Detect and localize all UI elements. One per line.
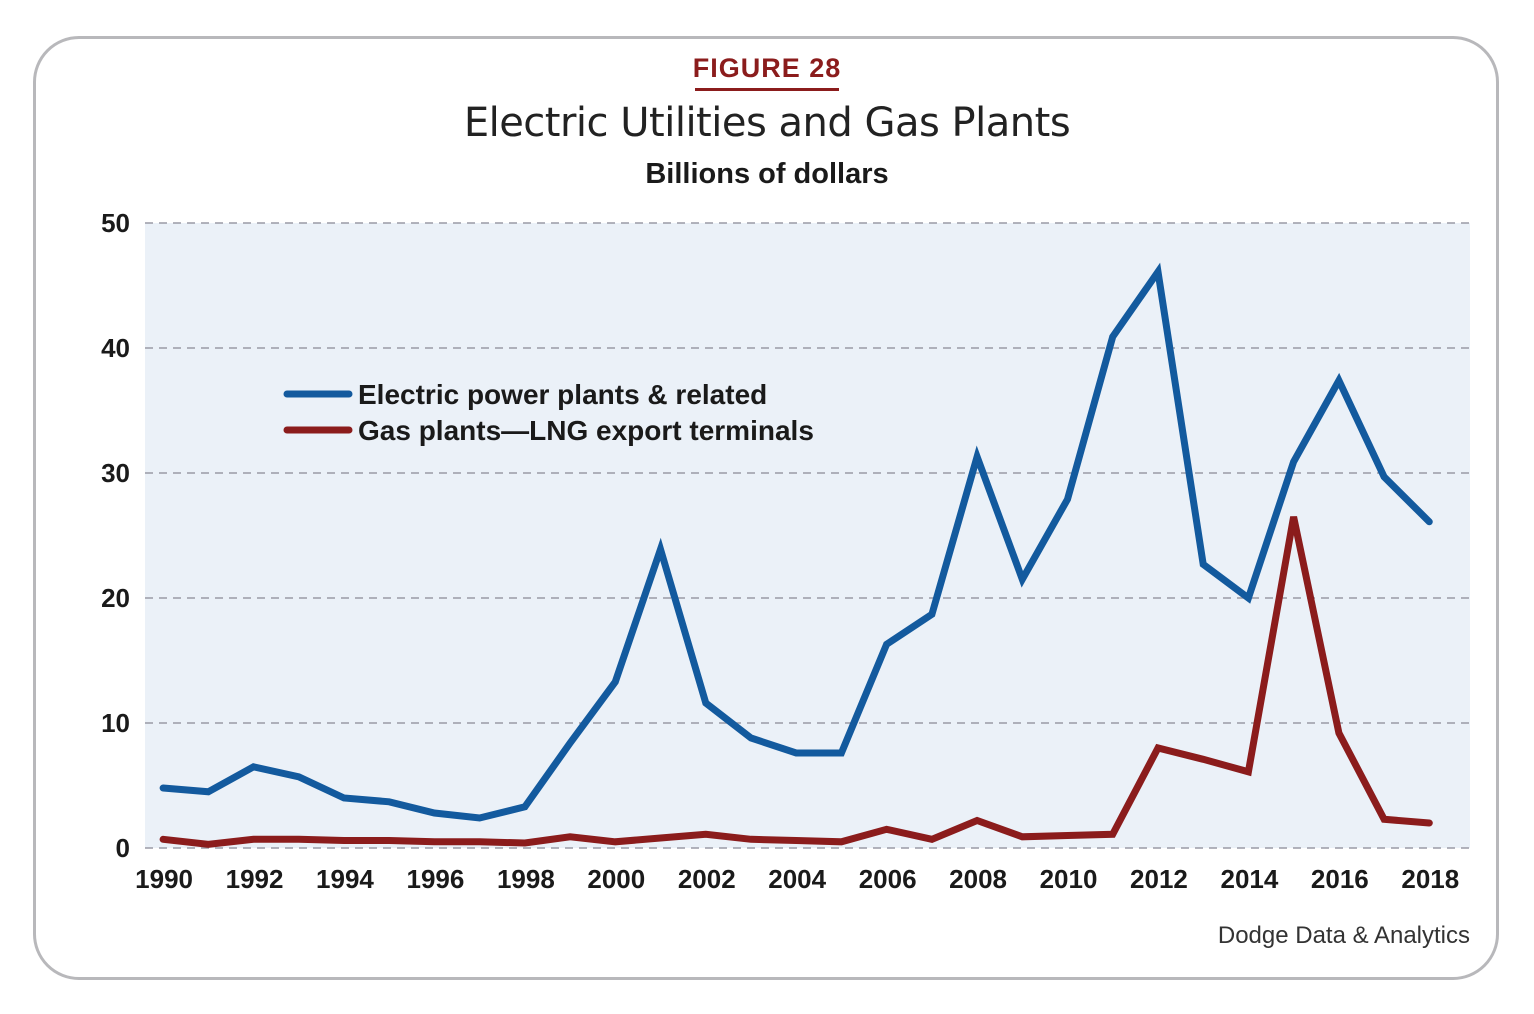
figure-label: FIGURE 28 <box>692 53 842 83</box>
x-tick-label: 2018 <box>1401 864 1459 894</box>
x-tick-label: 1996 <box>406 864 464 894</box>
plot-background <box>145 223 1470 848</box>
chart-subtitle: Billions of dollars <box>645 158 889 190</box>
x-tick-label: 2004 <box>768 864 826 894</box>
y-tick-label: 10 <box>101 708 130 738</box>
x-tick-label: 2012 <box>1130 864 1188 894</box>
series-line-electric-power-plants <box>159 262 1433 822</box>
y-tick-label: 40 <box>101 333 130 363</box>
figure-label-underline <box>695 88 839 91</box>
chart-title: Electric Utilities and Gas Plants <box>463 100 1071 146</box>
source-credit: Dodge Data & Analytics <box>1217 922 1470 949</box>
y-tick-label: 30 <box>101 458 130 488</box>
y-tick-label: 50 <box>101 208 130 238</box>
x-tick-label: 2016 <box>1311 864 1369 894</box>
series-line-gas-plants-lng <box>159 516 1433 848</box>
x-axis-labels: 1990 1992 1994 1996 1998 2000 2002 2004 2006 2008… <box>135 864 1459 894</box>
x-tick-label: 1990 <box>135 864 193 894</box>
x-tick-label: 2000 <box>587 864 645 894</box>
x-tick-label: 1994 <box>316 864 374 894</box>
gridlines <box>145 222 1470 849</box>
x-tick-label: 2014 <box>1220 864 1278 894</box>
x-tick-label: 1998 <box>497 864 555 894</box>
x-tick-label: 2010 <box>1040 864 1098 894</box>
x-tick-label: 2002 <box>678 864 736 894</box>
x-tick-label: 2008 <box>949 864 1007 894</box>
y-axis-labels: 0 10 20 30 40 50 <box>101 208 130 863</box>
y-tick-label: 0 <box>116 833 130 863</box>
legend-label: Electric power plants & related <box>358 379 767 410</box>
x-tick-label: 2006 <box>859 864 917 894</box>
legend-label: Gas plants—LNG export terminals <box>358 415 814 446</box>
y-tick-label: 20 <box>101 583 130 613</box>
legend: Electric power plants & related Gas plant… <box>283 379 814 446</box>
series-lines <box>159 262 1433 848</box>
x-tick-label: 1992 <box>226 864 284 894</box>
